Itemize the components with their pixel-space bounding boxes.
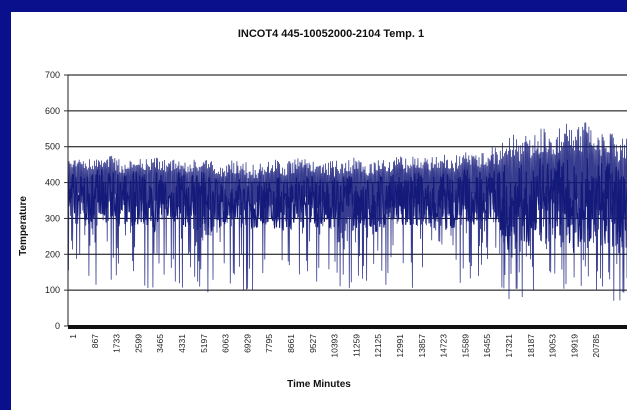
x-tick-label: 15589 — [460, 334, 470, 358]
y-tick-labels: 0 100 200 300 400 500 600 700 — [45, 70, 68, 331]
x-tick-label: 1733 — [112, 334, 122, 353]
y-tick-label: 600 — [45, 106, 60, 116]
x-tick-label: 4331 — [177, 334, 187, 353]
x-tick-label: 19053 — [548, 334, 558, 358]
chart: INCOT4 445-10052000-2104 Temp. 1 0 100 200… — [18, 28, 627, 390]
x-tick-label: 10393 — [330, 334, 340, 358]
x-tick-label: 8661 — [286, 334, 296, 353]
axes — [67, 75, 627, 329]
chart-title: INCOT4 445-10052000-2104 Temp. 1 — [238, 28, 424, 40]
x-tick-label: 14723 — [439, 334, 449, 358]
series-line — [67, 122, 627, 301]
x-tick-label: 11259 — [351, 334, 361, 357]
y-tick-label: 700 — [45, 70, 60, 80]
series-layer — [67, 122, 627, 301]
x-tick-label: 867 — [90, 334, 100, 348]
x-tick-label: 7795 — [264, 334, 274, 353]
x-tick-label: 6063 — [221, 334, 231, 353]
x-tick-label: 1 — [68, 334, 78, 339]
x-tick-label: 19919 — [569, 334, 579, 358]
x-tick-label: 20785 — [591, 334, 601, 358]
x-tick-label: 12125 — [373, 334, 383, 358]
x-tick-label: 6929 — [242, 334, 252, 353]
x-tick-label: 18187 — [526, 334, 536, 358]
x-tick-label: 3465 — [155, 334, 165, 353]
y-tick-label: 200 — [45, 249, 60, 259]
series-line-core — [67, 158, 627, 254]
y-axis-title: Temperature — [18, 196, 29, 256]
x-tick-labels: 1 867 1733 2599 3465 4331 5197 6063 6929 7795 8661… — [68, 334, 601, 358]
x-tick-label: 2599 — [133, 334, 143, 353]
chart-panel: INCOT4 445-10052000-2104 Temp. 1 0 100 200… — [11, 12, 627, 410]
x-axis-title: Time Minutes — [287, 379, 351, 390]
x-tick-label: 12991 — [395, 334, 405, 358]
y-tick-label: 100 — [45, 285, 60, 295]
y-tick-label: 500 — [45, 142, 60, 152]
x-tick-label: 9527 — [308, 334, 318, 353]
x-tick-label: 17321 — [504, 334, 514, 358]
x-axis-line — [68, 325, 627, 329]
y-tick-label: 400 — [45, 178, 60, 188]
x-tick-label: 16455 — [482, 334, 492, 358]
x-tick-label: 13857 — [417, 334, 427, 358]
y-tick-label: 0 — [55, 321, 60, 331]
x-tick-label: 5197 — [199, 334, 209, 353]
y-tick-label: 300 — [45, 213, 60, 223]
